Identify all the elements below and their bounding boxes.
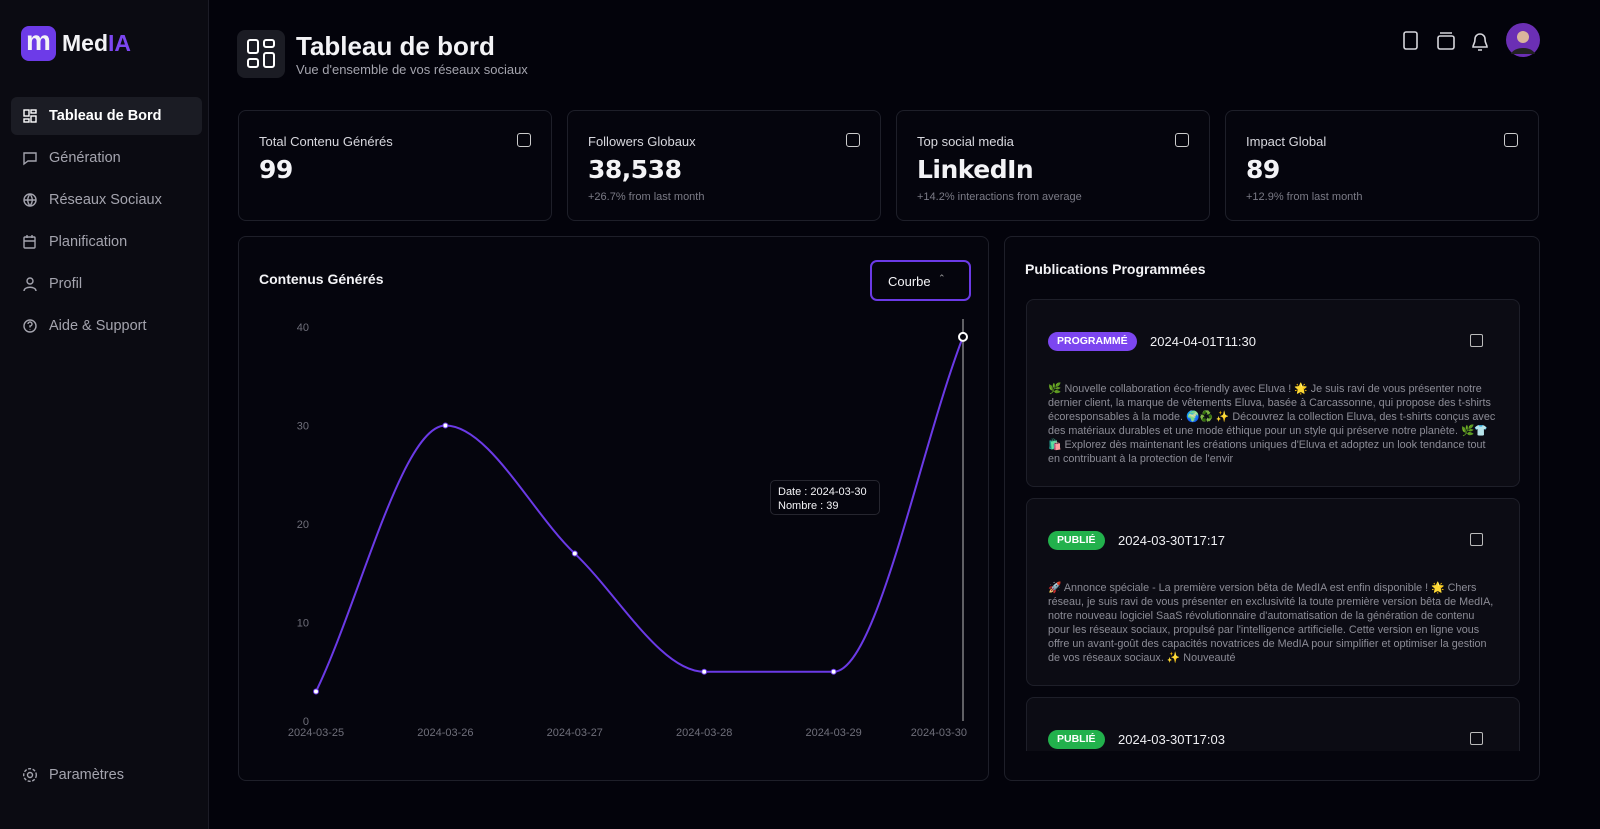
publications-title: Publications Programmées [1025,261,1206,277]
stat-label: Top social media [917,134,1014,149]
point [442,422,449,429]
y-tick-label: 0 [303,716,309,728]
y-tick-label: 10 [297,618,309,630]
settings-link[interactable]: Paramètres [11,756,202,794]
stat-label: Followers Globaux [588,134,696,149]
logo-name: MedIA [62,30,131,57]
point [958,331,968,342]
x-tick-label: 2024-03-27 [547,727,603,739]
nav-label: Génération [49,150,121,166]
tooltip-date: Date : 2024-03-30 [778,486,867,498]
chart-type-select[interactable]: Courbe ⌃ [870,260,971,301]
stat-icon [846,133,860,147]
y-tick-label: 20 [297,519,309,531]
nav-item[interactable]: Planification [11,223,202,261]
tooltip-count: Nombre : 39 [778,500,839,512]
publications-card: Publications Programmées PROGRAMMÉ 2024-0… [1004,236,1540,781]
nav-icon [23,109,37,123]
stat-card: Followers Globaux 38,538 +26.7% from last … [567,110,881,221]
logo-icon: m [21,26,56,61]
logo-text: IA [108,30,131,56]
publication-text: 🚀 Annonce spéciale - La première version… [1048,582,1494,664]
nav-item[interactable]: Profil [11,265,202,303]
select-chevron: ⌃ [938,273,946,283]
toolbar-icons[interactable] [1398,28,1498,54]
nav-label: Profil [49,276,83,292]
stat-note: +12.9% from last month [1246,191,1363,203]
edit-button[interactable] [1470,533,1483,546]
point [313,688,319,695]
status-badge: PROGRAMMÉ [1048,332,1137,351]
page-subtitle: Vue d'ensemble de vos réseaux sociaux [296,62,528,77]
nav-icon [23,152,37,166]
y-tick-label: 40 [297,322,309,334]
nav-item[interactable]: Aide & Support [11,307,202,345]
publication-text: 🌿 Nouvelle collaboration éco-friendly av… [1048,383,1496,465]
stat-label: Impact Global [1246,134,1327,149]
x-tick-label: 2024-03-28 [676,727,732,739]
nav-item[interactable]: Génération [11,139,202,177]
x-tick-label: 2024-03-29 [805,727,861,739]
publication-date: 2024-03-30T17:03 [1118,732,1225,747]
chart-title: Contenus Générés [259,271,384,287]
point [830,668,837,675]
status-badge: PUBLIÉ [1048,531,1105,550]
status-badge: PUBLIÉ [1048,730,1105,749]
stat-icon [1504,133,1518,147]
nav-item[interactable]: Réseaux Sociaux [11,181,202,219]
page-title: Tableau de bord [296,31,495,61]
publication-date: 2024-04-01T11:30 [1150,334,1257,349]
edit-button[interactable] [1470,334,1483,347]
stat-card: Impact Global 89 +12.9% from last month [1225,110,1539,221]
chart-tooltip: Date : 2024-03-30 Nombre : 39 [770,480,880,515]
stat-card: Total Contenu Générés 99 [238,110,552,221]
edit-button[interactable] [1470,732,1483,745]
nav-icon [23,319,37,333]
chart-card: Contenus Générés Courbe ⌃ 0 10 20 30 40 2024-0… [238,236,989,781]
publication-date: 2024-03-30T17:17 [1118,533,1225,548]
stat-value: 89 [1246,155,1280,184]
settings-label: Paramètres [49,767,124,783]
sidebar: m MedIA Tableau de Bord Génération Réseaux… [0,0,209,829]
header-icon [237,30,285,78]
nav-label: Tableau de Bord [49,108,162,124]
stat-value: 99 [259,155,293,184]
nav-icon [23,277,37,292]
point [571,550,578,557]
x-tick-label: 2024-03-26 [417,727,473,739]
point [701,668,708,675]
y-tick-label: 30 [297,421,309,433]
nav-label: Planification [49,234,128,250]
stat-icon [517,133,531,147]
nav-label: Aide & Support [49,318,147,334]
publication: PUBLIÉ 2024-03-30T17:03 [1026,697,1520,751]
stat-icon [1175,133,1189,147]
stat-value: 38,538 [588,155,682,184]
nav-icon [23,235,36,249]
x-tick-label: 2024-03-25 [288,727,344,739]
stat-card: Top social media LinkedIn +14.2% interacti… [896,110,1210,221]
logo-text: Med [62,30,108,56]
publication: PROGRAMMÉ 2024-04-01T11:30 🌿 Nouvelle coll… [1026,299,1520,487]
stat-value: LinkedIn [917,155,1034,184]
line [315,336,964,692]
stat-label: Total Contenu Générés [259,134,393,149]
select-label: Courbe [888,274,931,289]
avatar[interactable] [1506,23,1540,57]
nav-icon [23,193,37,207]
stat-note: +26.7% from last month [588,191,705,203]
nav-label: Réseaux Sociaux [49,192,162,208]
nav-item[interactable]: Tableau de Bord [11,97,202,135]
chart: 0 10 20 30 40 2024-03-25 2024-03-26 2024-03-27 2… [288,319,968,739]
stat-note: +14.2% interactions from average [917,191,1082,203]
x-tick-label: 2024-03-30 [911,727,967,739]
publication: PUBLIÉ 2024-03-30T17:17 🚀 Annonce spéciale… [1026,498,1520,686]
